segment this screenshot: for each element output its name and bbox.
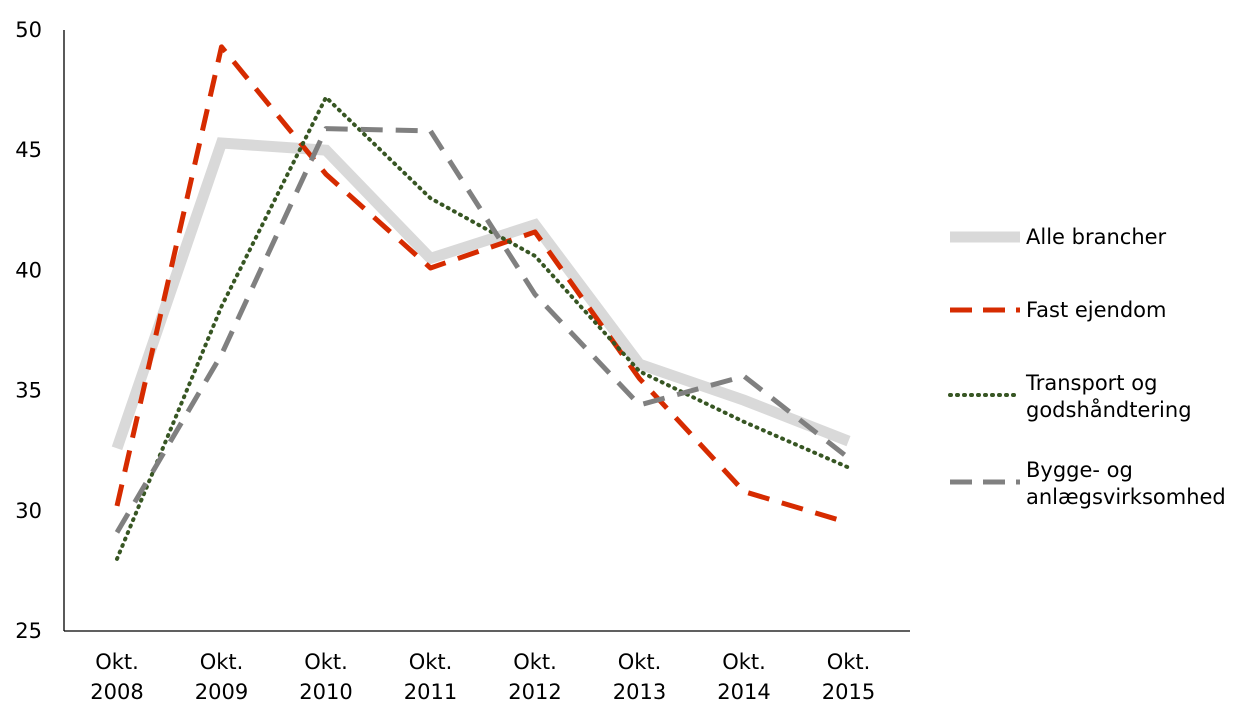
legend-label-line: anlægsvirksomhed	[1026, 485, 1226, 509]
y-tick-label: 40	[15, 258, 42, 282]
series-line-0	[111, 137, 851, 451]
x-tick-label: Okt. 2014	[717, 650, 770, 704]
legend: Alle brancher Fast ejendom Transport og god…	[948, 225, 1226, 509]
x-tick-label-line: 2014	[717, 680, 770, 704]
axes	[63, 30, 910, 632]
x-tick-label-line: 2013	[613, 680, 666, 704]
series-line-1	[114, 44, 850, 526]
x-tick-label-line: Okt.	[200, 650, 244, 674]
x-tick-label-line: Okt.	[827, 650, 871, 674]
y-tick-label: 35	[15, 379, 42, 403]
y-tick-label: 25	[15, 619, 42, 643]
y-tick-labels: 25 30 35 40 45 50	[15, 18, 42, 643]
series-line-3	[114, 126, 851, 534]
x-tick-label-line: 2008	[90, 680, 143, 704]
x-tick-label: Okt. 2012	[508, 650, 561, 704]
legend-label-line: Fast ejendom	[1026, 298, 1167, 322]
x-tick-label: Okt. 2008	[90, 650, 143, 704]
x-tick-label-line: Okt.	[304, 650, 348, 674]
x-tick-label-line: Okt.	[513, 650, 557, 674]
x-tick-label-line: 2015	[822, 680, 875, 704]
x-tick-label: Okt. 2011	[404, 650, 457, 704]
x-tick-label: Okt. 2010	[299, 650, 352, 704]
legend-label: Alle brancher	[1026, 225, 1167, 249]
x-tick-labels: Okt. 2008 Okt. 2009 Okt. 2010 Okt. 2011 Okt. 2012…	[90, 650, 875, 704]
x-tick-label: Okt. 2013	[613, 650, 666, 704]
x-tick-label-line: 2012	[508, 680, 561, 704]
legend-label: Fast ejendom	[1026, 298, 1167, 322]
legend-label: Transport og godshåndtering	[1025, 371, 1192, 422]
y-tick-label: 45	[15, 138, 42, 162]
x-tick-label-line: 2011	[404, 680, 457, 704]
x-tick-label: Okt. 2009	[195, 650, 248, 704]
series-line-2	[115, 95, 851, 561]
x-tick-label-line: 2009	[195, 680, 248, 704]
x-tick-label-line: Okt.	[409, 650, 453, 674]
x-tick-label-line: Okt.	[722, 650, 766, 674]
x-tick-label: Okt. 2015	[822, 650, 875, 704]
legend-label-line: godshåndtering	[1026, 397, 1192, 422]
x-tick-label-line: 2010	[299, 680, 352, 704]
legend-label: Bygge- og anlægsvirksomhed	[1026, 458, 1226, 509]
legend-label-line: Bygge- og	[1026, 458, 1133, 482]
legend-label-line: Alle brancher	[1026, 225, 1167, 249]
y-tick-label: 30	[15, 499, 42, 523]
x-tick-label-line: Okt.	[95, 650, 139, 674]
x-tick-label-line: Okt.	[618, 650, 662, 674]
series-lines	[111, 44, 851, 561]
y-tick-label: 50	[15, 18, 42, 42]
legend-label-line: Transport og	[1025, 371, 1157, 395]
